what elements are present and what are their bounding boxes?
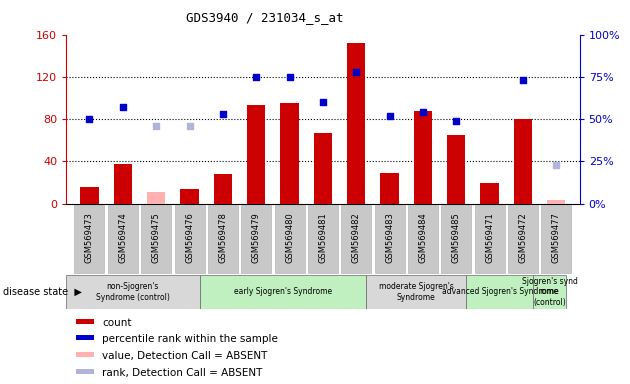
Text: GSM569471: GSM569471 — [485, 212, 494, 263]
Text: Sjogren's synd
rome
(control): Sjogren's synd rome (control) — [522, 277, 578, 307]
Text: GSM569474: GSM569474 — [118, 212, 127, 263]
Point — [84, 116, 94, 122]
Bar — [108, 205, 138, 273]
Text: rank, Detection Call = ABSENT: rank, Detection Call = ABSENT — [102, 368, 263, 378]
Bar — [314, 133, 332, 204]
Point — [318, 99, 328, 105]
Point — [185, 123, 195, 129]
Text: GSM569478: GSM569478 — [219, 212, 227, 263]
Bar — [76, 369, 94, 374]
Bar — [280, 103, 299, 204]
Bar — [541, 205, 571, 273]
Bar — [308, 205, 338, 273]
Bar — [76, 352, 94, 357]
Bar — [200, 275, 366, 309]
Bar — [241, 205, 271, 273]
Text: count: count — [102, 318, 132, 328]
Bar — [533, 275, 566, 309]
Bar — [474, 205, 505, 273]
Bar — [408, 205, 438, 273]
Text: GSM569484: GSM569484 — [418, 212, 427, 263]
Bar — [441, 205, 471, 273]
Point — [285, 74, 295, 80]
Bar — [381, 173, 399, 204]
Bar — [347, 43, 365, 204]
Text: non-Sjogren's
Syndrome (control): non-Sjogren's Syndrome (control) — [96, 282, 169, 301]
Bar — [466, 275, 533, 309]
Point — [451, 118, 461, 124]
Bar — [275, 205, 304, 273]
Text: disease state  ▶: disease state ▶ — [3, 287, 82, 297]
Text: GSM569472: GSM569472 — [518, 212, 527, 263]
Bar — [375, 205, 404, 273]
Bar — [513, 119, 532, 204]
Bar — [66, 275, 200, 309]
Text: GSM569480: GSM569480 — [285, 212, 294, 263]
Bar — [247, 105, 265, 204]
Point — [118, 104, 128, 110]
Bar — [76, 319, 94, 324]
Point — [518, 77, 528, 83]
Bar — [547, 200, 566, 204]
Text: value, Detection Call = ABSENT: value, Detection Call = ABSENT — [102, 351, 268, 361]
Bar — [147, 192, 165, 204]
Text: percentile rank within the sample: percentile rank within the sample — [102, 334, 278, 344]
Text: GSM569483: GSM569483 — [385, 212, 394, 263]
Bar — [208, 205, 238, 273]
Bar — [113, 164, 132, 204]
Bar — [80, 187, 99, 204]
Point — [151, 123, 161, 129]
Text: GSM569481: GSM569481 — [318, 212, 328, 263]
Point — [418, 109, 428, 115]
Point — [351, 69, 361, 75]
Bar — [341, 205, 371, 273]
Point — [251, 74, 261, 80]
Text: GSM569482: GSM569482 — [352, 212, 361, 263]
Text: GSM569476: GSM569476 — [185, 212, 194, 263]
Text: GSM569475: GSM569475 — [152, 212, 161, 263]
Bar — [481, 184, 499, 204]
Text: early Sjogren's Syndrome: early Sjogren's Syndrome — [234, 287, 332, 296]
Bar — [141, 205, 171, 273]
Text: GSM569485: GSM569485 — [452, 212, 461, 263]
Point — [218, 111, 228, 117]
Bar — [214, 174, 232, 204]
Text: GSM569479: GSM569479 — [252, 212, 261, 263]
Bar — [508, 205, 538, 273]
Bar — [414, 111, 432, 204]
Text: GDS3940 / 231034_s_at: GDS3940 / 231034_s_at — [186, 11, 343, 24]
Bar — [175, 205, 205, 273]
Bar — [447, 135, 466, 204]
Bar — [76, 335, 94, 340]
Point — [551, 162, 561, 168]
Text: advanced Sjogren's Syndrome: advanced Sjogren's Syndrome — [442, 287, 558, 296]
Text: GSM569473: GSM569473 — [85, 212, 94, 263]
Text: GSM569477: GSM569477 — [552, 212, 561, 263]
Point — [384, 113, 394, 119]
Bar — [74, 205, 105, 273]
Bar — [180, 189, 198, 204]
Text: moderate Sjogren's
Syndrome: moderate Sjogren's Syndrome — [379, 282, 454, 301]
Bar — [366, 275, 466, 309]
